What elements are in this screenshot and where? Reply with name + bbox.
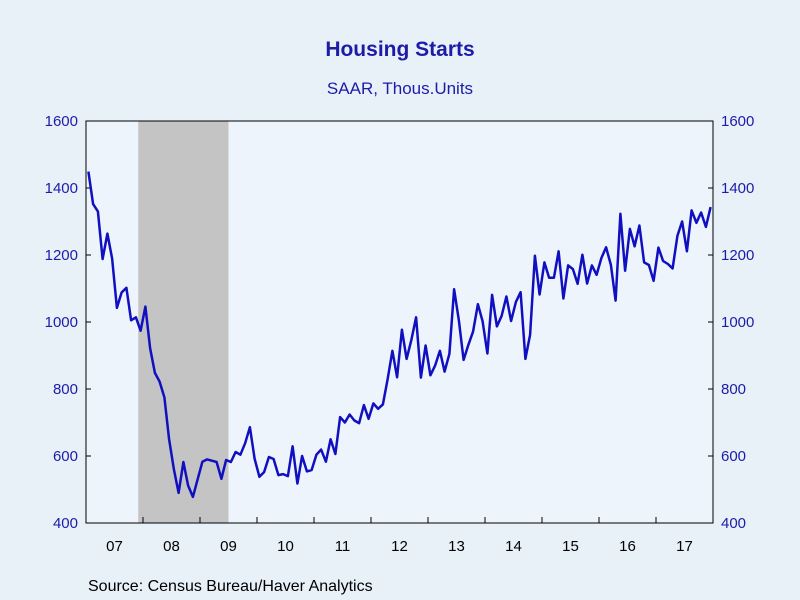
y-tick-label-left: 1600 [45, 113, 78, 130]
y-tick-label-right: 400 [721, 515, 746, 532]
y-tick-label-right: 1600 [721, 113, 754, 130]
plot-frame [85, 120, 714, 524]
y-tick-label-left: 1000 [45, 314, 78, 331]
x-tick-label: 14 [505, 538, 522, 555]
x-tick-label: 12 [391, 538, 408, 555]
y-tick-label-left: 1400 [45, 180, 78, 197]
x-tick-label: 10 [277, 538, 294, 555]
x-tick-label: 15 [562, 538, 579, 555]
recession-shading [138, 121, 229, 523]
y-tick-label-right: 1200 [721, 247, 754, 264]
y-tick-label-left: 800 [53, 381, 78, 398]
x-tick-label: 11 [335, 538, 351, 555]
x-tick-label: 08 [163, 538, 180, 555]
x-tick-label: 09 [220, 538, 237, 555]
series-line-housing-starts [87, 171, 712, 499]
x-tick-label: 13 [448, 538, 465, 555]
y-tick-label-right: 1400 [721, 180, 754, 197]
x-tick-label: 07 [106, 538, 123, 555]
source-note: Source: Census Bureau/Haver Analytics [88, 578, 373, 595]
x-tick-label: 16 [619, 538, 636, 555]
y-tick-label-right: 1000 [721, 314, 754, 331]
y-tick-label-left: 600 [53, 448, 78, 465]
x-tick-label: 17 [676, 538, 693, 555]
y-tick-label-right: 800 [721, 381, 746, 398]
chart-subtitle: SAAR, Thous.Units [326, 79, 474, 98]
chart-title: Housing Starts [325, 38, 475, 61]
y-tick-label-right: 600 [721, 448, 746, 465]
y-tick-label-left: 1200 [45, 247, 78, 264]
y-tick-label-left: 400 [53, 515, 78, 532]
